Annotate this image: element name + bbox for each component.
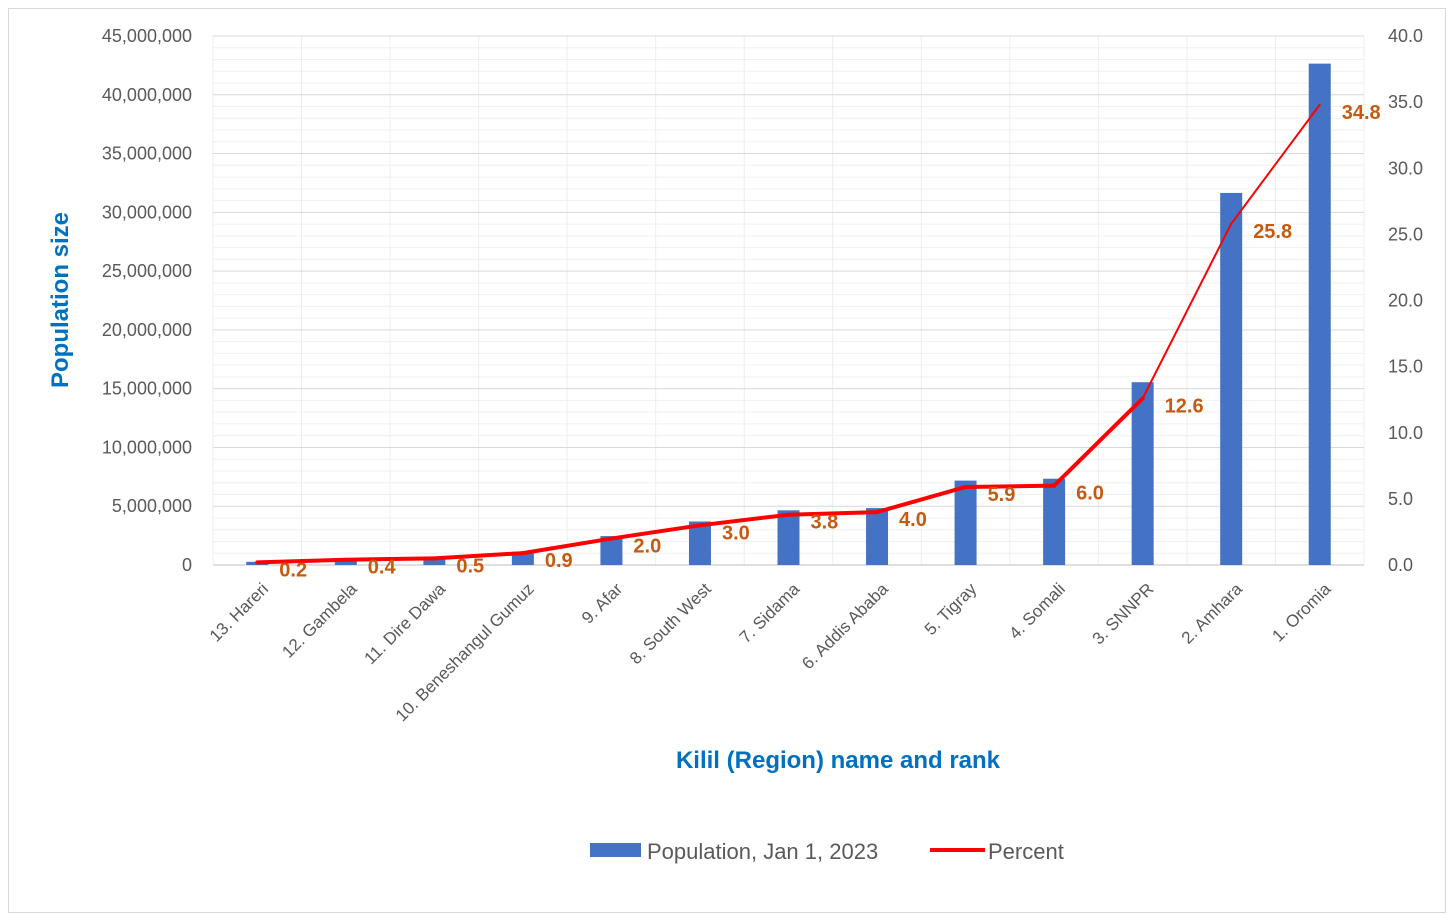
population-bar	[954, 480, 977, 565]
right-axis-ticks: 0.0 5.0 10.0 15.0 20.0 25.0 30.0 35.0 40.0	[1388, 26, 1423, 575]
right-tick-label: 35.0	[1388, 92, 1423, 112]
right-tick-label: 5.0	[1388, 489, 1413, 509]
legend-label-population: Population, Jan 1, 2023	[647, 839, 878, 864]
percent-line-segment	[255, 557, 348, 565]
minor-gridlines	[212, 36, 1365, 565]
category-label: 3. SNNPR	[1089, 579, 1158, 648]
percent-line-segment	[1230, 103, 1321, 225]
left-tick-label: 45,000,000	[102, 26, 192, 46]
population-bar	[688, 521, 711, 565]
percent-line-segment	[1141, 222, 1233, 400]
percent-line-segment	[609, 523, 702, 541]
population-bar	[423, 558, 446, 565]
population-bar	[1220, 192, 1243, 566]
x-axis-title: Kilil (Region) name and rank	[676, 747, 1001, 774]
population-bar	[1308, 63, 1331, 566]
percent-line	[255, 103, 1321, 565]
percent-data-label: 4.0	[899, 509, 927, 531]
right-tick-label: 40.0	[1388, 26, 1423, 46]
percent-line-segment	[786, 510, 880, 517]
percent-data-label: 12.6	[1165, 395, 1204, 417]
category-label: 4. Somali	[1005, 579, 1069, 643]
percent-line-segment	[1052, 396, 1145, 488]
percent-data-labels: 0.2 0.4 0.5 0.9 2.0 3.0 3.8 4.0 5.9 6.0 12.6 25.8 34…	[279, 102, 1380, 582]
left-tick-label: 35,000,000	[102, 144, 192, 164]
percent-line-segment	[697, 512, 791, 528]
left-tick-label: 0	[182, 555, 192, 575]
percent-line-segment	[343, 556, 437, 562]
left-axis-ticks: 0 5,000,000 10,000,000 15,000,000 20,000,000…	[102, 26, 192, 575]
left-tick-label: 10,000,000	[102, 437, 192, 457]
population-bar	[334, 559, 357, 565]
legend-label-percent: Percent	[988, 839, 1064, 864]
percent-data-label: 2.0	[633, 536, 661, 558]
category-label: 8. South West	[626, 579, 715, 668]
major-gridlines	[213, 35, 1364, 566]
left-tick-label: 25,000,000	[102, 261, 192, 281]
category-label: 2. Amhara	[1178, 579, 1247, 648]
population-bar	[866, 508, 889, 565]
right-tick-label: 20.0	[1388, 291, 1423, 311]
population-bar	[600, 536, 623, 565]
percent-line-segment	[432, 551, 525, 561]
population-bar	[1131, 382, 1154, 565]
category-label: 6. Addis Ababa	[798, 579, 892, 673]
right-tick-label: 30.0	[1388, 158, 1423, 178]
left-tick-label: 15,000,000	[102, 379, 192, 399]
percent-line-segment	[963, 483, 1057, 489]
right-tick-label: 15.0	[1388, 357, 1423, 377]
population-bar	[1043, 478, 1066, 565]
legend: Population, Jan 1, 2023 Percent	[590, 839, 1064, 864]
percent-data-label: 3.8	[811, 512, 839, 534]
percent-data-label: 0.9	[545, 550, 573, 572]
percent-data-label: 25.8	[1253, 221, 1292, 243]
percent-line-segment	[875, 484, 968, 515]
percent-data-label: 6.0	[1076, 483, 1104, 505]
category-label: 5. Tigray	[921, 579, 981, 639]
left-tick-label: 5,000,000	[112, 496, 192, 516]
category-label: 7. Sidama	[736, 579, 804, 647]
category-label: 12. Gambela	[278, 579, 361, 662]
population-bar	[777, 510, 800, 565]
percent-data-label: 0.2	[279, 559, 307, 581]
left-tick-label: 30,000,000	[102, 202, 192, 222]
percent-data-label: 0.5	[456, 555, 484, 577]
right-tick-label: 25.0	[1388, 224, 1423, 244]
percent-data-label: 34.8	[1342, 102, 1381, 124]
legend-swatch-population	[590, 843, 641, 857]
category-label: 11. Dire Dawa	[360, 579, 449, 668]
percent-data-label: 5.9	[988, 484, 1016, 506]
category-label: 13. Hareri	[206, 579, 272, 645]
population-bars	[246, 63, 1331, 566]
chart-frame	[8, 8, 1446, 913]
category-label: 9. Afar	[578, 579, 626, 627]
percent-line-segment	[520, 536, 614, 556]
right-tick-label: 0.0	[1388, 555, 1413, 575]
right-tick-label: 10.0	[1388, 423, 1423, 443]
percent-data-label: 3.0	[722, 522, 750, 544]
left-tick-label: 40,000,000	[102, 85, 192, 105]
y-axis-title: Population size	[47, 212, 74, 388]
percent-data-label: 0.4	[368, 557, 397, 579]
left-tick-label: 20,000,000	[102, 320, 192, 340]
category-label: 1. Oromia	[1268, 579, 1335, 646]
